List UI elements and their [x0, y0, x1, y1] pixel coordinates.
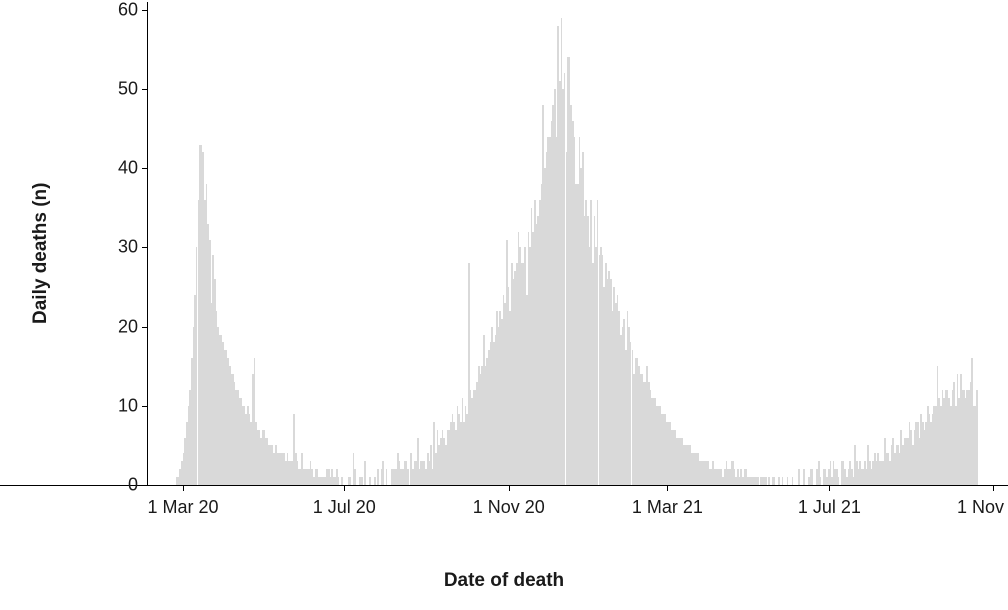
bar	[364, 461, 366, 485]
x-axis-label: Date of death	[0, 570, 1008, 592]
y-tick-label: 60	[118, 0, 138, 20]
bar	[778, 477, 780, 485]
bar	[338, 477, 340, 485]
y-tick-mark	[142, 327, 148, 328]
bar	[382, 461, 384, 485]
y-tick-mark	[142, 10, 148, 11]
y-axis-label: Daily deaths (n)	[30, 182, 52, 323]
bar	[757, 477, 759, 485]
x-tick-label: 1 Jul 21	[798, 497, 861, 518]
x-tick-mark	[993, 485, 994, 491]
x-tick-label: 1 Jul 20	[313, 497, 376, 518]
bar	[773, 477, 775, 485]
x-axis-line	[0, 485, 1008, 486]
x-tick-mark	[344, 485, 345, 491]
y-tick-label: 0	[128, 475, 138, 496]
y-tick-mark	[142, 406, 148, 407]
bar	[787, 477, 789, 485]
bar	[798, 469, 800, 485]
y-tick-mark	[142, 247, 148, 248]
bar	[341, 477, 343, 485]
bar	[354, 469, 356, 485]
chart-container: 0 10 20 30 40 50 60 1 Mar 20 1 Jul 20 1 Nov 20 1 …	[0, 0, 1008, 610]
bar	[768, 477, 770, 485]
bar	[369, 477, 371, 485]
y-tick-label: 10	[118, 395, 138, 416]
x-tick-mark	[509, 485, 510, 491]
y-tick-mark	[142, 168, 148, 169]
bar	[407, 469, 409, 485]
y-tick-label: 30	[118, 237, 138, 258]
x-tick-label: 1 Mar 20	[148, 497, 219, 518]
x-tick-label: 1 Nov 20	[473, 497, 545, 518]
bar	[811, 469, 813, 485]
bar	[976, 390, 978, 485]
y-tick-label: 20	[118, 316, 138, 337]
x-tick-mark	[829, 485, 830, 491]
bar	[820, 477, 822, 485]
y-tick-label: 40	[118, 158, 138, 179]
bar	[782, 477, 784, 485]
x-tick-mark	[183, 485, 184, 491]
bar	[838, 477, 840, 485]
x-tick-mark	[667, 485, 668, 491]
x-tick-label: 1 Mar 21	[632, 497, 703, 518]
x-tick-label: 1 Nov 21	[957, 497, 1008, 518]
bar	[377, 469, 379, 485]
bar	[361, 477, 363, 485]
plot-area	[148, 2, 983, 485]
y-tick-mark	[142, 89, 148, 90]
bar	[792, 477, 794, 485]
bar	[374, 477, 376, 485]
bar	[803, 469, 805, 485]
bar	[765, 477, 767, 485]
y-axis-line	[147, 2, 148, 485]
bar	[386, 469, 388, 485]
bar	[349, 477, 351, 485]
y-tick-mark	[142, 485, 148, 486]
y-tick-label: 50	[118, 79, 138, 100]
